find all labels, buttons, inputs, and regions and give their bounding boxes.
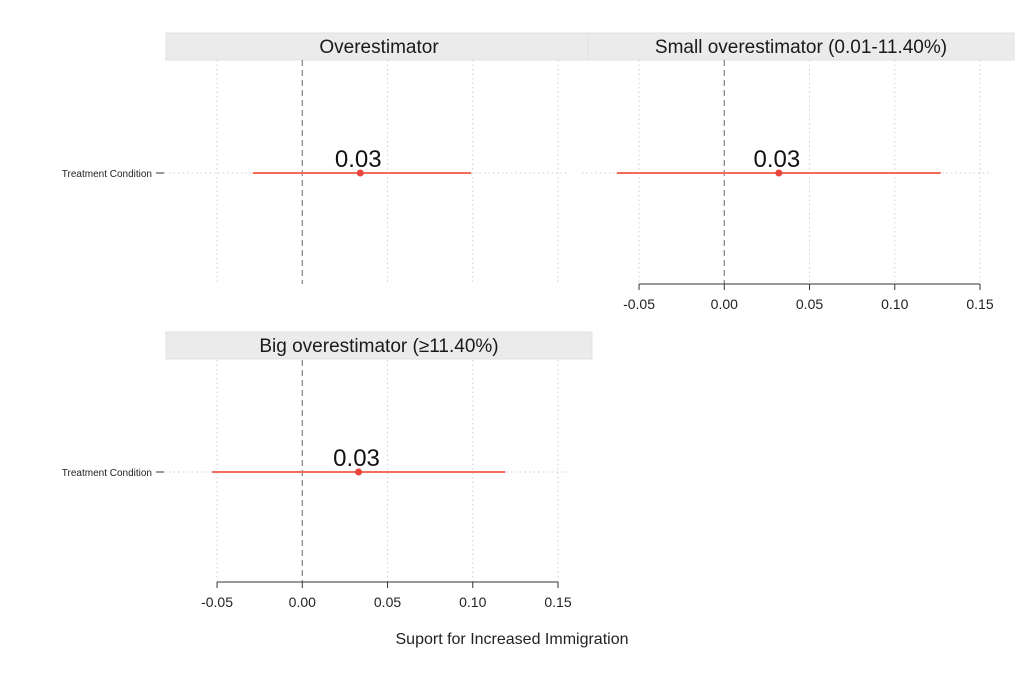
facet-strip [165,331,593,360]
point-estimate [356,169,364,177]
x-axis-label: Suport for Increased Immigration [396,631,629,648]
point-estimate [775,169,783,177]
facet-title: Small overestimator (0.01-11.40%) [655,37,947,58]
facet-title: Big overestimator (≥11.40%) [259,336,498,357]
x-tick-label: -0.05 [623,296,655,312]
point-estimate [355,468,363,476]
x-tick-label: 0.05 [796,296,823,312]
x-tick-label: 0.00 [711,296,738,312]
facet-strip [165,32,593,61]
x-tick-label: 0.10 [881,296,908,312]
estimate-label: 0.03 [335,146,382,173]
estimate-label: 0.03 [753,146,800,173]
facet-title: Overestimator [319,37,439,58]
x-tick-label: 0.05 [374,594,401,610]
x-tick-label: 0.15 [966,296,993,312]
y-term-label: Treatment Condition [62,468,152,479]
x-tick-label: 0.00 [289,594,316,610]
x-tick-label: 0.15 [544,594,571,610]
facet-strip [587,32,1015,61]
y-term-label: Treatment Condition [62,169,152,180]
estimate-label: 0.03 [333,445,380,472]
x-tick-label: -0.05 [201,594,233,610]
x-tick-label: 0.10 [459,594,486,610]
